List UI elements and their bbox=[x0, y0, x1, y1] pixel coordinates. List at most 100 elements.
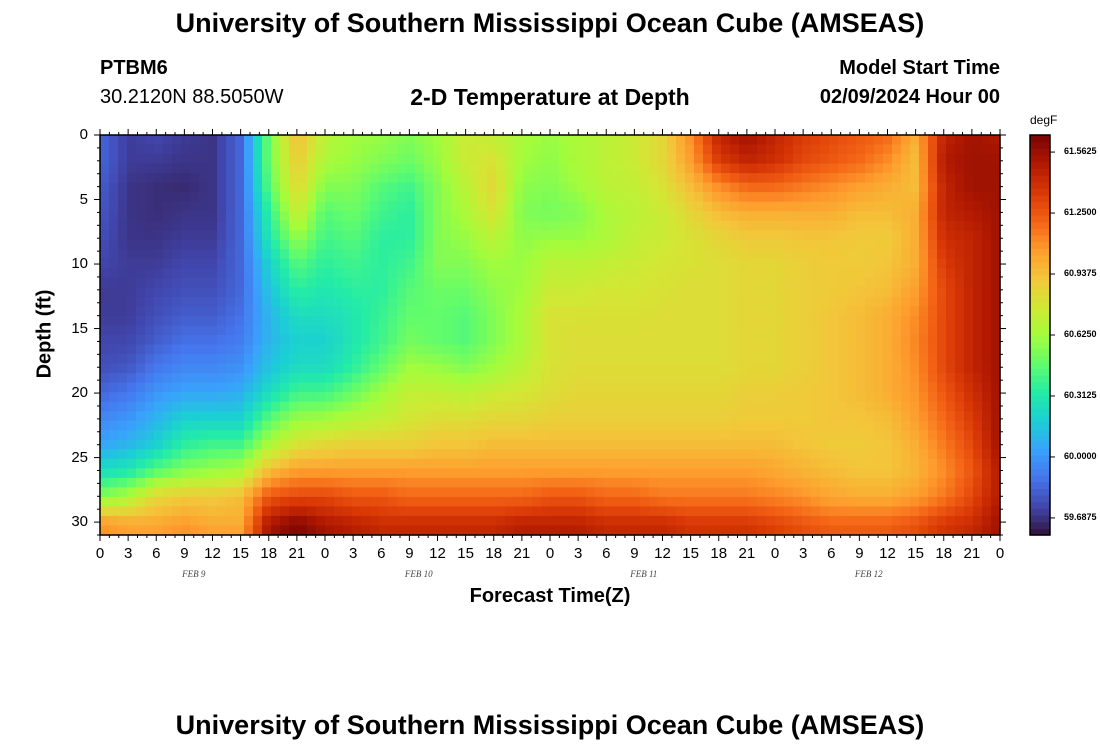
heatmap-cell bbox=[793, 468, 803, 479]
heatmap-cell bbox=[757, 287, 767, 298]
heatmap-cell bbox=[622, 430, 632, 441]
heatmap-cell bbox=[982, 315, 992, 327]
heatmap-cell bbox=[442, 401, 452, 412]
heatmap-cell bbox=[685, 525, 695, 536]
heatmap-cell bbox=[730, 287, 740, 298]
heatmap-cell bbox=[334, 420, 344, 431]
heatmap-cell bbox=[451, 211, 461, 222]
heatmap-cell bbox=[712, 277, 722, 288]
heatmap-cell bbox=[676, 496, 686, 508]
heatmap-cell bbox=[172, 201, 182, 212]
heatmap-cell bbox=[694, 230, 704, 241]
heatmap-cell bbox=[154, 230, 164, 241]
heatmap-cell bbox=[181, 135, 191, 146]
heatmap-cell bbox=[361, 496, 371, 508]
heatmap-cell bbox=[145, 373, 155, 384]
heatmap-cell bbox=[982, 201, 992, 212]
heatmap-cell bbox=[514, 163, 524, 174]
heatmap-cell bbox=[964, 287, 974, 298]
heatmap-cell bbox=[379, 515, 389, 527]
colorbar-swatch bbox=[1030, 468, 1050, 476]
heatmap-cell bbox=[766, 420, 776, 431]
heatmap-cell bbox=[433, 439, 443, 450]
heatmap-cell bbox=[271, 277, 281, 288]
heatmap-cell bbox=[397, 182, 407, 193]
heatmap-cell bbox=[235, 382, 245, 393]
heatmap-cell bbox=[325, 315, 335, 327]
heatmap-cell bbox=[253, 515, 263, 527]
heatmap-cell bbox=[469, 211, 479, 222]
heatmap-cell bbox=[523, 496, 533, 508]
heatmap-cell bbox=[550, 420, 560, 431]
heatmap-cell bbox=[172, 220, 182, 231]
heatmap-cell bbox=[703, 496, 713, 508]
heatmap-cell bbox=[937, 525, 947, 536]
heatmap-cell bbox=[253, 335, 263, 346]
heatmap-cell bbox=[541, 439, 551, 450]
heatmap-cell bbox=[415, 335, 425, 346]
heatmap-cell bbox=[154, 401, 164, 412]
heatmap-cell bbox=[397, 363, 407, 374]
heatmap-cell bbox=[298, 382, 308, 393]
heatmap-cell bbox=[343, 230, 353, 241]
heatmap-cell bbox=[433, 306, 443, 317]
heatmap-cell bbox=[973, 439, 983, 450]
heatmap-cell bbox=[460, 392, 470, 403]
heatmap-cell bbox=[496, 306, 506, 317]
heatmap-cell bbox=[838, 382, 848, 393]
heatmap-cell bbox=[397, 315, 407, 327]
heatmap-cell bbox=[442, 382, 452, 393]
heatmap-cell bbox=[235, 411, 245, 422]
heatmap-cell bbox=[883, 439, 893, 450]
heatmap-cell bbox=[685, 277, 695, 288]
heatmap-cell bbox=[946, 344, 956, 355]
heatmap-cell bbox=[982, 335, 992, 346]
heatmap-cell bbox=[829, 296, 839, 308]
heatmap-cell bbox=[640, 468, 650, 479]
heatmap-cell bbox=[721, 173, 731, 184]
x-tick-label: 12 bbox=[654, 545, 671, 562]
heatmap-cell bbox=[298, 258, 308, 269]
heatmap-cell bbox=[973, 325, 983, 336]
heatmap-cell bbox=[559, 506, 569, 517]
heatmap-cell bbox=[946, 135, 956, 146]
heatmap-cell bbox=[181, 258, 191, 269]
heatmap-cell bbox=[991, 211, 1001, 222]
heatmap-cell bbox=[532, 420, 542, 431]
heatmap-cell bbox=[271, 392, 281, 403]
heatmap-cell bbox=[892, 163, 902, 174]
heatmap-cell bbox=[253, 154, 263, 165]
heatmap-cell bbox=[739, 192, 749, 203]
heatmap-cell bbox=[721, 306, 731, 317]
heatmap-cell bbox=[280, 458, 290, 469]
heatmap-cell bbox=[847, 449, 857, 460]
heatmap-cell bbox=[370, 515, 380, 527]
heatmap-cell bbox=[226, 468, 236, 479]
heatmap-cell bbox=[685, 173, 695, 184]
heatmap-cell bbox=[325, 525, 335, 536]
heatmap-cell bbox=[370, 249, 380, 260]
heatmap-cell bbox=[460, 335, 470, 346]
heatmap-cell bbox=[523, 230, 533, 241]
heatmap-cell bbox=[586, 468, 596, 479]
heatmap-cell bbox=[226, 401, 236, 412]
heatmap-cell bbox=[163, 296, 173, 308]
heatmap-cell bbox=[532, 287, 542, 298]
heatmap-cell bbox=[604, 287, 614, 298]
heatmap-cell bbox=[793, 439, 803, 450]
heatmap-cell bbox=[487, 525, 497, 536]
heatmap-cell bbox=[910, 230, 920, 241]
heatmap-cell bbox=[217, 173, 227, 184]
heatmap-cell bbox=[406, 211, 416, 222]
heatmap-cell bbox=[442, 496, 452, 508]
heatmap-cell bbox=[739, 430, 749, 441]
heatmap-cell bbox=[532, 525, 542, 536]
heatmap-cell bbox=[937, 506, 947, 517]
heatmap-cell bbox=[802, 430, 812, 441]
heatmap-cell bbox=[451, 401, 461, 412]
heatmap-cell bbox=[226, 173, 236, 184]
heatmap-cell bbox=[658, 220, 668, 231]
heatmap-cell bbox=[199, 296, 209, 308]
heatmap-cell bbox=[559, 192, 569, 203]
station-id: PTBM6 bbox=[100, 57, 168, 79]
